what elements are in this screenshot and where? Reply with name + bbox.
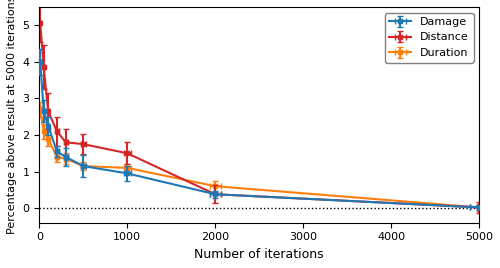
Y-axis label: Percentage above result at 5000 iterations: Percentage above result at 5000 iteratio…	[7, 0, 17, 234]
Legend: Damage, Distance, Duration: Damage, Distance, Duration	[385, 13, 474, 62]
X-axis label: Number of iterations: Number of iterations	[194, 248, 324, 261]
